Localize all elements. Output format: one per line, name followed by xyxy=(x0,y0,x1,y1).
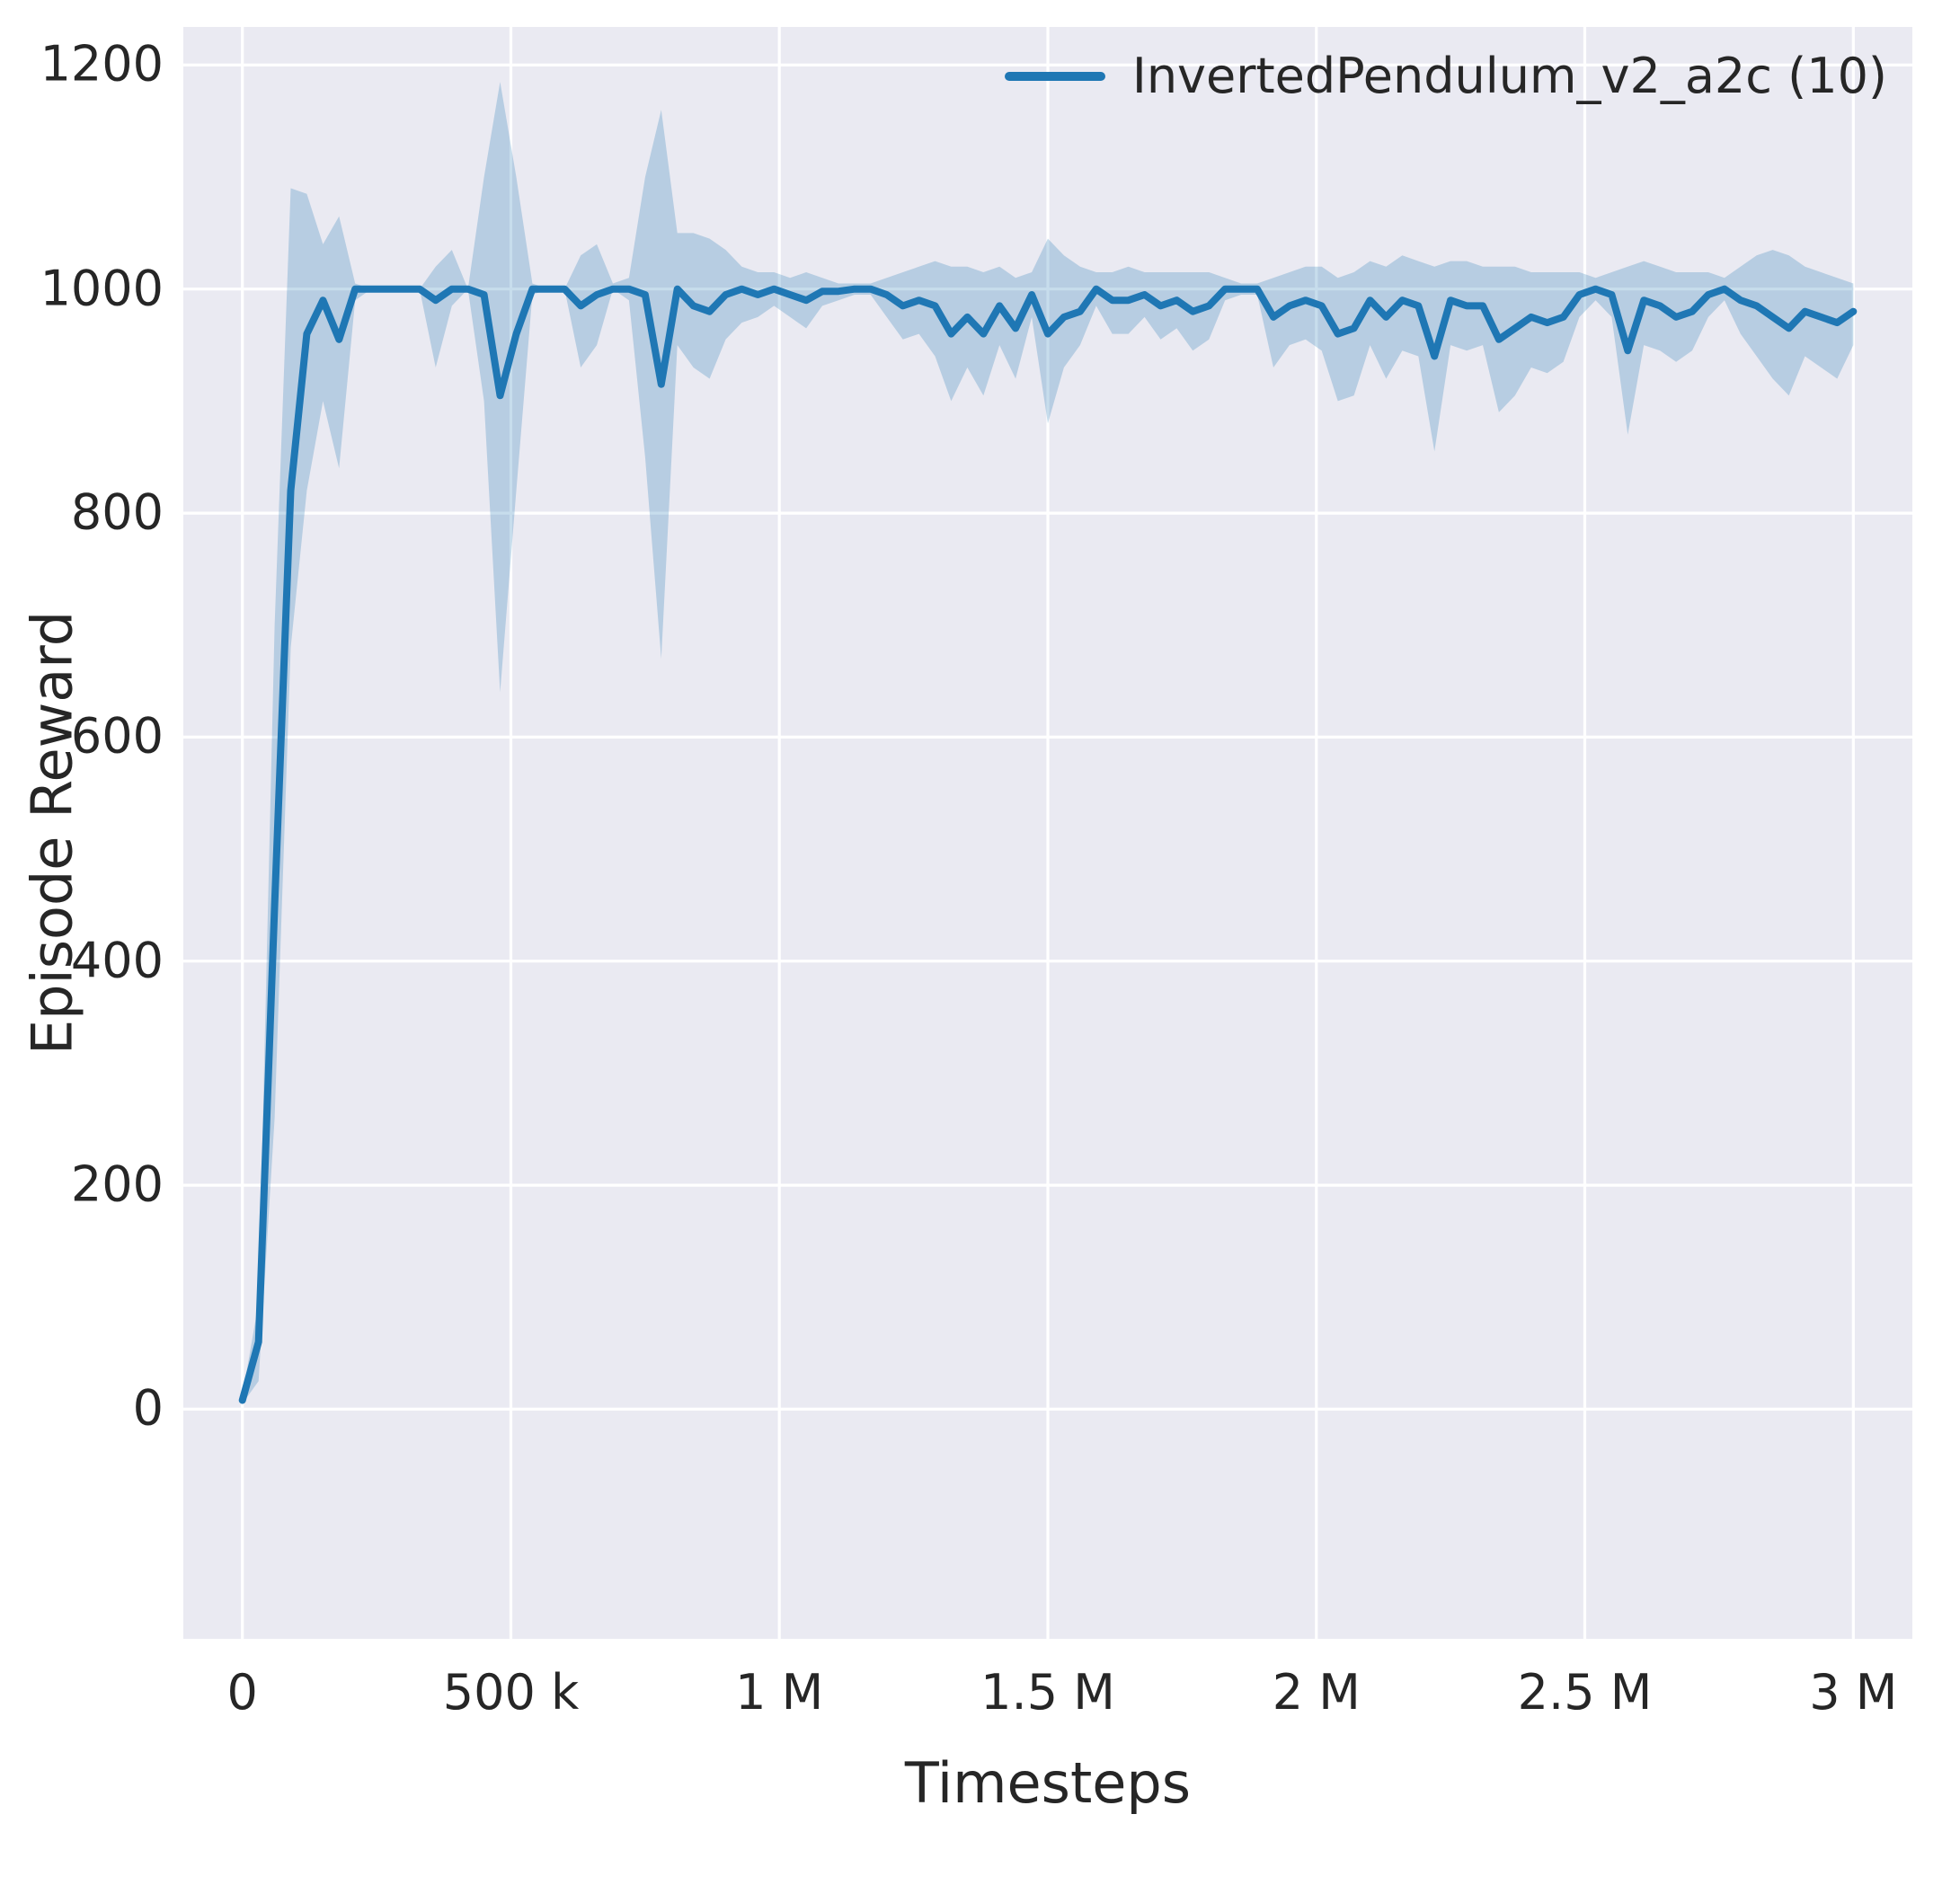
x-tick-label: 0 xyxy=(226,1664,258,1721)
x-tick-label: 500 k xyxy=(442,1664,580,1721)
y-tick-label: 200 xyxy=(70,1155,164,1213)
y-axis-label: Episode Reward xyxy=(19,610,85,1056)
legend-label: InvertedPendulum_v2_a2c (10) xyxy=(1131,48,1887,104)
x-tick-label: 3 M xyxy=(1809,1664,1898,1721)
legend: InvertedPendulum_v2_a2c (10) xyxy=(1004,48,1887,104)
y-tick-label: 0 xyxy=(132,1379,164,1437)
reward-curve xyxy=(238,285,1858,1404)
x-tick-label: 1 M xyxy=(735,1664,824,1721)
y-tick-label: 1200 xyxy=(40,35,164,93)
plot-area: InvertedPendulum_v2_a2c (10) xyxy=(183,27,1912,1639)
reward-chart xyxy=(183,27,1912,1639)
y-tick-label: 800 xyxy=(70,483,164,541)
confidence-band xyxy=(242,82,1854,1404)
x-tick-label: 1.5 M xyxy=(980,1664,1115,1721)
y-tick-label: 400 xyxy=(70,932,164,989)
y-tick-label: 600 xyxy=(70,707,164,765)
x-tick-label: 2.5 M xyxy=(1517,1664,1653,1721)
y-tick-label: 1000 xyxy=(40,260,164,317)
x-tick-label: 2 M xyxy=(1272,1664,1361,1721)
x-axis-label: Timesteps xyxy=(904,1750,1192,1816)
legend-line-sample xyxy=(1004,72,1105,82)
